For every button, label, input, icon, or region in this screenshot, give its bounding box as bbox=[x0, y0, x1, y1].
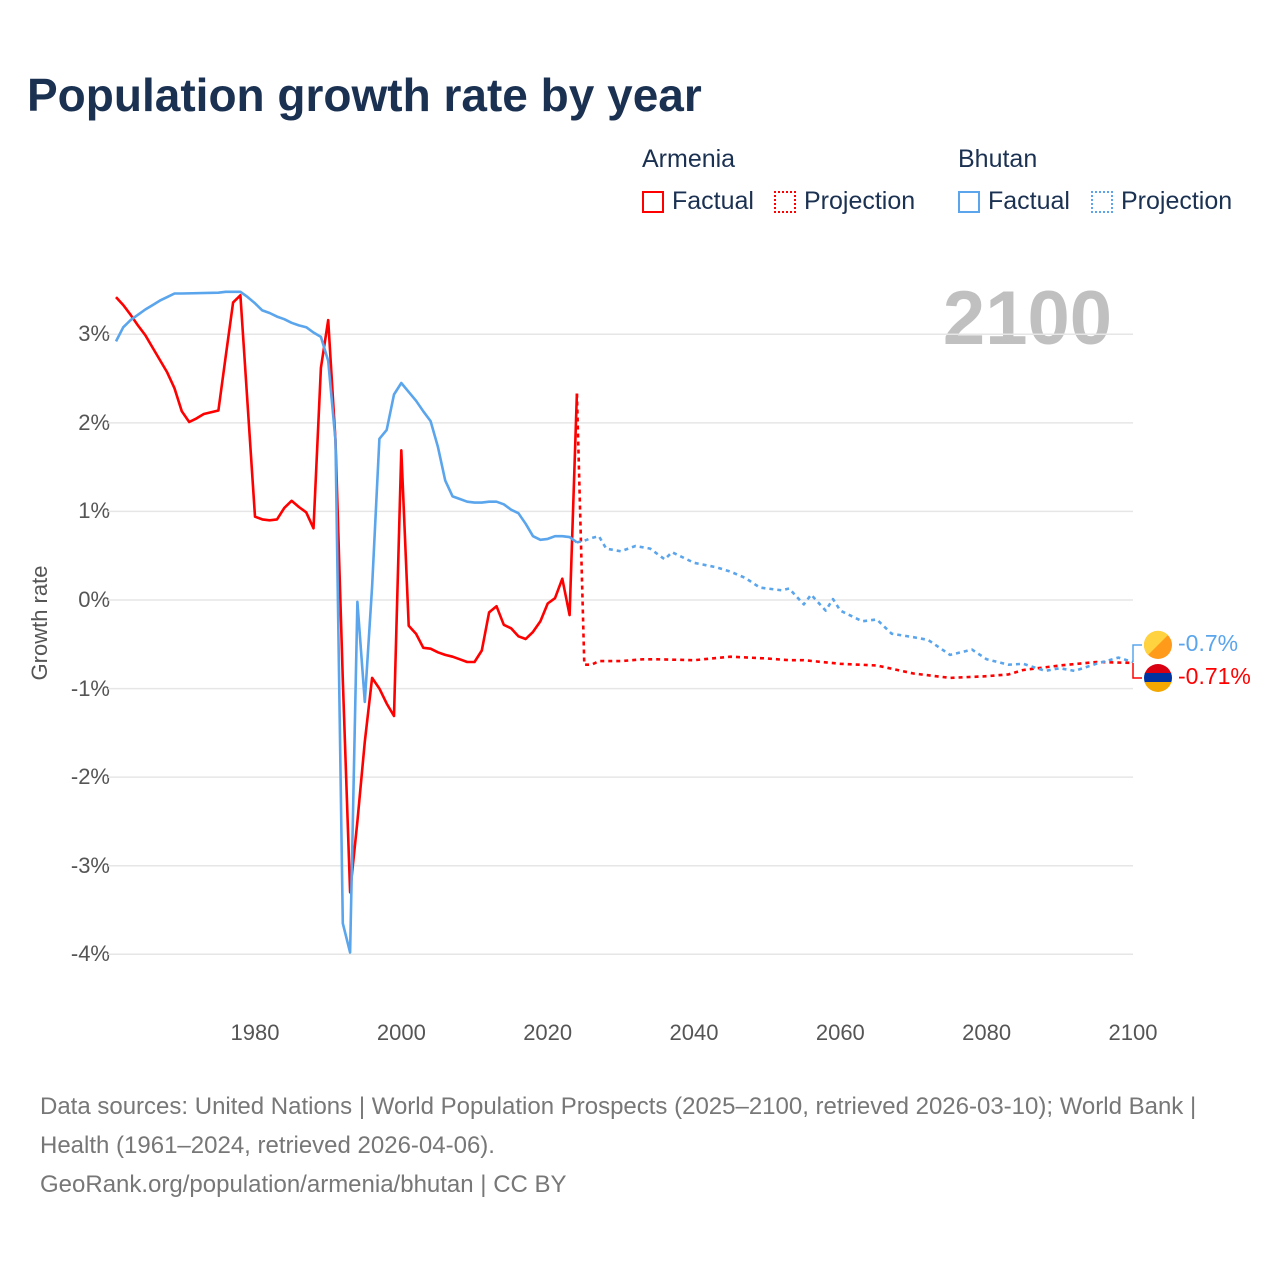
legend-label: Projection bbox=[804, 187, 916, 215]
dotted-swatch-icon bbox=[774, 190, 796, 213]
y-tick-label: 2% bbox=[78, 409, 110, 435]
x-tick-label: 2060 bbox=[815, 1020, 865, 1045]
y-tick-label: 0% bbox=[78, 587, 110, 612]
armenia-flag-icon bbox=[1144, 664, 1172, 692]
end-label-bhutan: -0.7% bbox=[1178, 630, 1239, 656]
legend-armenia: Armenia Factual Projection bbox=[642, 145, 942, 225]
y-tick-label: 1% bbox=[78, 498, 110, 524]
legend-bhutan: Bhutan Factual Projection bbox=[958, 145, 1258, 225]
legend-bhutan-projection[interactable]: Projection bbox=[1091, 187, 1232, 216]
legend-armenia-projection[interactable]: Projection bbox=[774, 187, 915, 216]
legend-armenia-factual[interactable]: Factual bbox=[642, 187, 754, 216]
series-line-bhutan-factual[interactable] bbox=[114, 290, 578, 954]
series-line-armenia-factual[interactable] bbox=[115, 293, 579, 894]
y-tick-label: -2% bbox=[70, 764, 110, 790]
current-year-label: 2100 bbox=[942, 276, 1112, 361]
y-tick-label: -3% bbox=[70, 852, 110, 878]
x-tick-label: 1980 bbox=[230, 1020, 280, 1045]
series-line-armenia-projection[interactable] bbox=[575, 393, 1134, 680]
legend-label: Factual bbox=[988, 187, 1070, 215]
legend-label: Projection bbox=[1121, 187, 1233, 215]
series-line-bhutan-projection[interactable] bbox=[576, 534, 1134, 673]
data-sources: Data sources: United Nations | World Pop… bbox=[40, 1093, 1197, 1159]
connector-bhutan bbox=[1132, 644, 1142, 662]
dotted-swatch-icon bbox=[1091, 190, 1113, 213]
y-tick-label: -4% bbox=[70, 941, 110, 967]
credit-link[interactable]: GeoRank.org/population/armenia/bhutan | … bbox=[40, 1171, 567, 1198]
connector-armenia bbox=[1132, 662, 1142, 679]
y-tick-label: -1% bbox=[70, 675, 110, 701]
legend-title-bhutan: Bhutan bbox=[958, 145, 1038, 173]
footer: Data sources: United Nations | World Pop… bbox=[40, 1087, 1240, 1204]
x-tick-label: 2040 bbox=[669, 1020, 719, 1045]
legend-label: Factual bbox=[672, 187, 754, 215]
x-tick-label: 2020 bbox=[523, 1020, 573, 1045]
legend-bhutan-factual[interactable]: Factual bbox=[958, 187, 1070, 216]
bhutan-flag-icon bbox=[1143, 630, 1172, 659]
x-tick-label: 2080 bbox=[962, 1020, 1012, 1045]
x-tick-label: 2000 bbox=[376, 1020, 426, 1045]
legend-title-armenia: Armenia bbox=[642, 145, 736, 173]
chart-title: Population growth rate by year bbox=[27, 69, 702, 121]
solid-swatch-icon bbox=[642, 190, 664, 213]
solid-swatch-icon bbox=[958, 190, 980, 213]
y-tick-label: 3% bbox=[78, 321, 110, 347]
end-label-armenia: -0.71% bbox=[1178, 663, 1251, 689]
x-tick-label: 2100 bbox=[1108, 1020, 1158, 1045]
